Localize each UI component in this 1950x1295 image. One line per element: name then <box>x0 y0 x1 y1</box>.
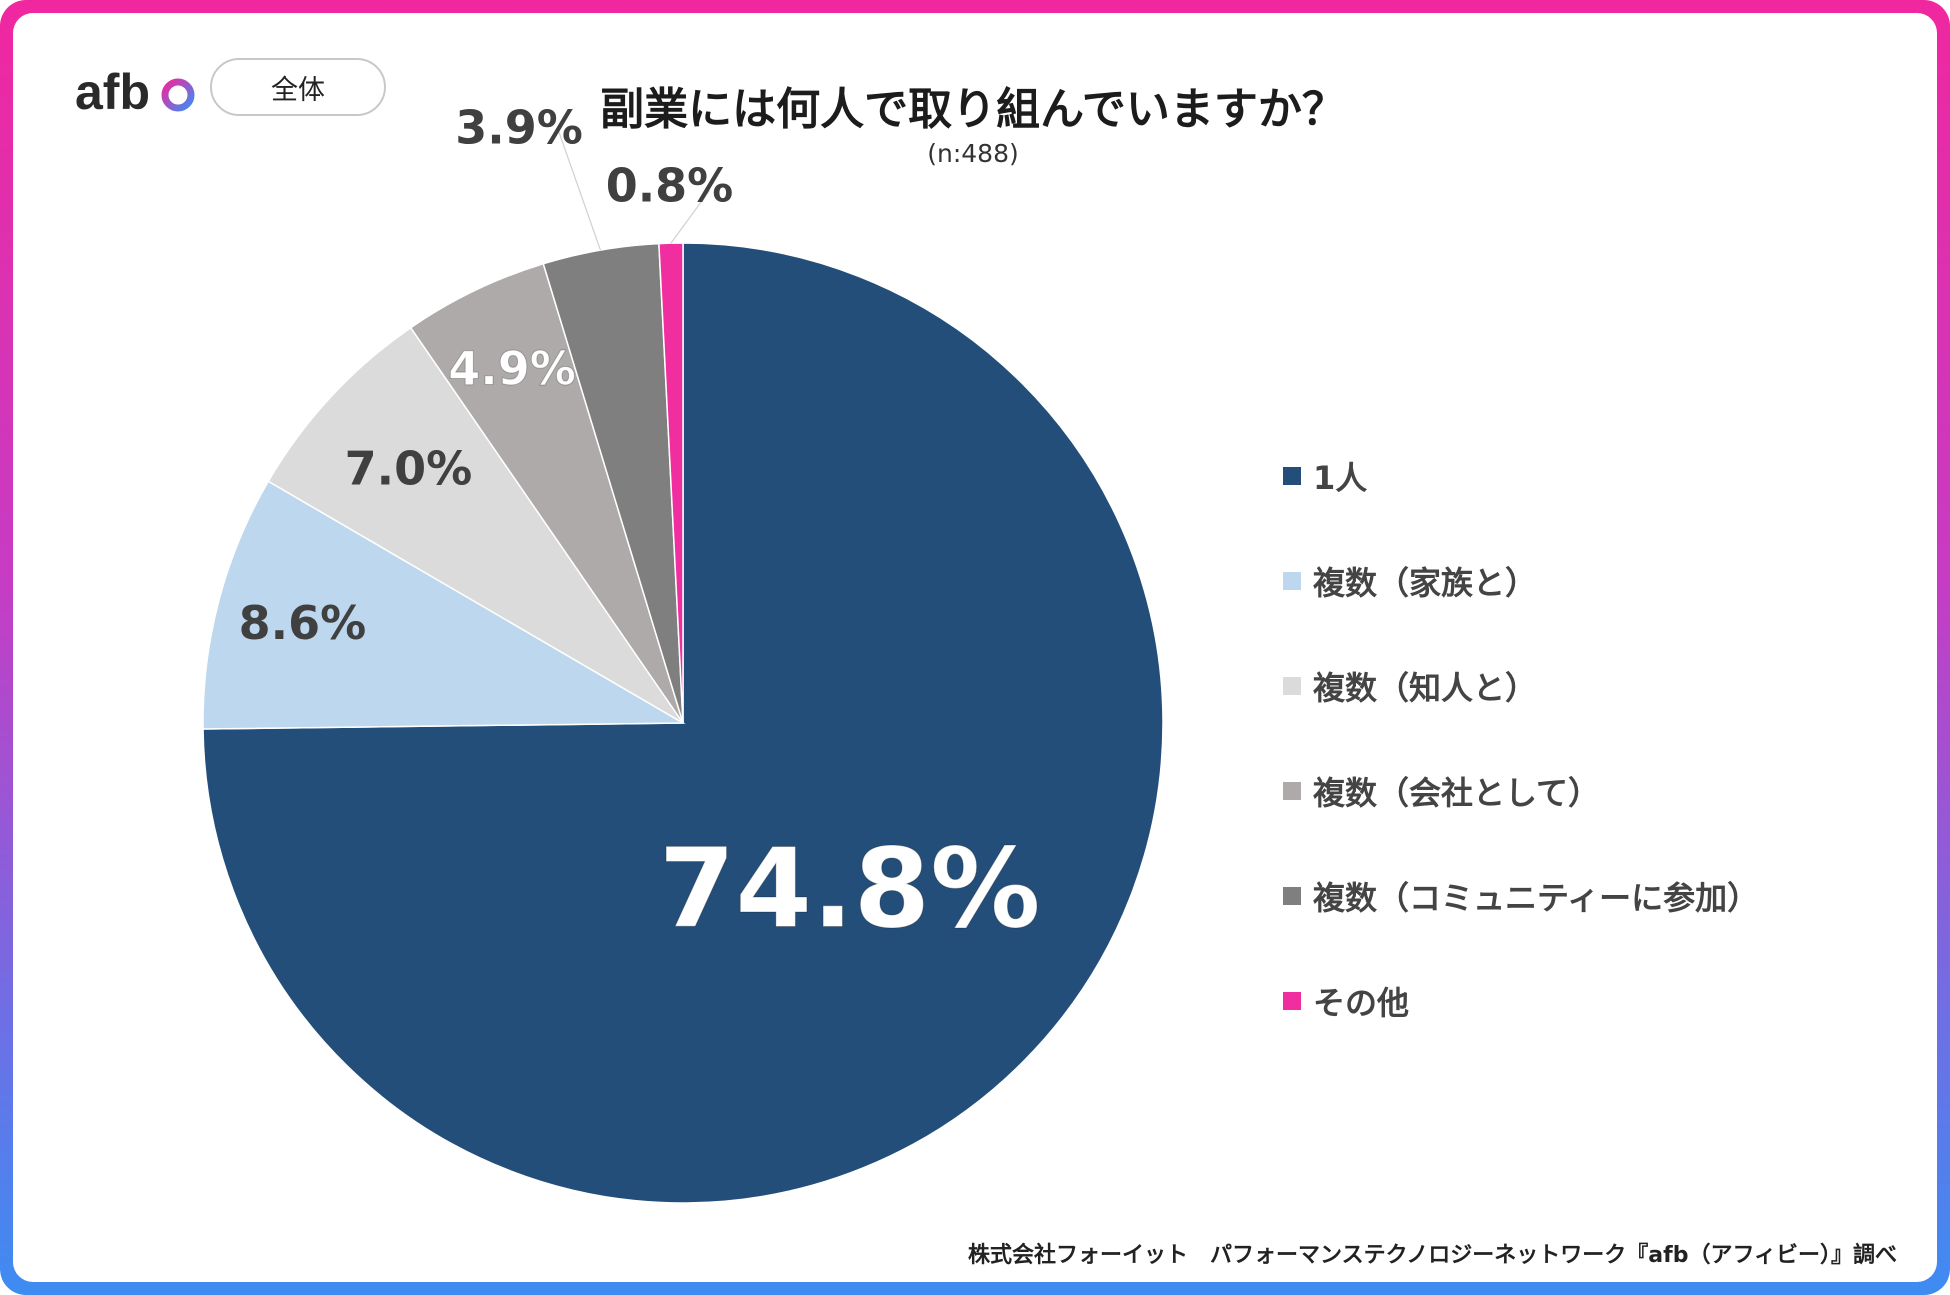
legend-swatch <box>1283 991 1301 1010</box>
legend-item: 複数（家族と） <box>1283 528 1903 633</box>
scope-badge: 全体 <box>210 58 386 116</box>
legend-label: 1人 <box>1313 458 1368 497</box>
legend-label: 複数（知人と） <box>1313 668 1538 707</box>
leader-line <box>558 132 602 251</box>
legend-swatch <box>1283 466 1301 485</box>
legend-swatch <box>1283 886 1301 905</box>
legend-label: その他 <box>1313 983 1410 1022</box>
pie-slice <box>267 326 684 724</box>
chart-card: afb 全体 副業には何人で取り組んでいますか？ (n:488) 74.8% 8.… <box>13 13 1937 1282</box>
pie-slice <box>202 480 686 730</box>
slice-label: 8.6% <box>239 596 367 650</box>
logo-text: afb <box>75 64 150 120</box>
slice-label: 4.9% <box>448 342 576 396</box>
legend-item: 複数（コミュニティーに参加） <box>1283 843 1903 948</box>
chart-title: 副業には何人で取り組んでいますか？ <box>600 84 1346 135</box>
slice-label: 0.8% <box>606 159 734 213</box>
legend-item: 複数（知人と） <box>1283 633 1903 738</box>
legend-swatch <box>1283 781 1301 800</box>
pie-slice <box>202 242 1164 1204</box>
pie-slice <box>409 262 684 724</box>
source-credit: 株式会社フォーイット パフォーマンステクノロジーネットワーク『afb（アフィビー… <box>968 1243 1897 1268</box>
chart-subtitle: (n:488) <box>927 139 1019 168</box>
legend-swatch <box>1283 676 1301 695</box>
chart-legend: 1人 複数（家族と） 複数（知人と） 複数（会社として） 複数（コミュニティーに… <box>1283 423 1903 1053</box>
legend-label: 複数（会社として） <box>1313 773 1601 812</box>
slice-label: 3.9% <box>455 100 583 154</box>
pie-chart: 74.8% 8.6% 7.0% 4.9% 3.9% 0.8% <box>202 100 1164 1204</box>
legend-label: 複数（コミュニティーに参加） <box>1313 878 1760 917</box>
leader-line <box>670 190 710 244</box>
legend-swatch <box>1283 571 1301 590</box>
legend-item: 1人 <box>1283 423 1903 528</box>
legend-item: 複数（会社として） <box>1283 738 1903 843</box>
slice-label: 7.0% <box>345 442 473 496</box>
slice-label: 74.8% <box>659 824 1041 952</box>
afb-logo: afb <box>75 64 195 120</box>
logo-accent <box>161 78 195 112</box>
legend-label: 複数（家族と） <box>1313 563 1538 602</box>
legend-item: その他 <box>1283 948 1903 1053</box>
